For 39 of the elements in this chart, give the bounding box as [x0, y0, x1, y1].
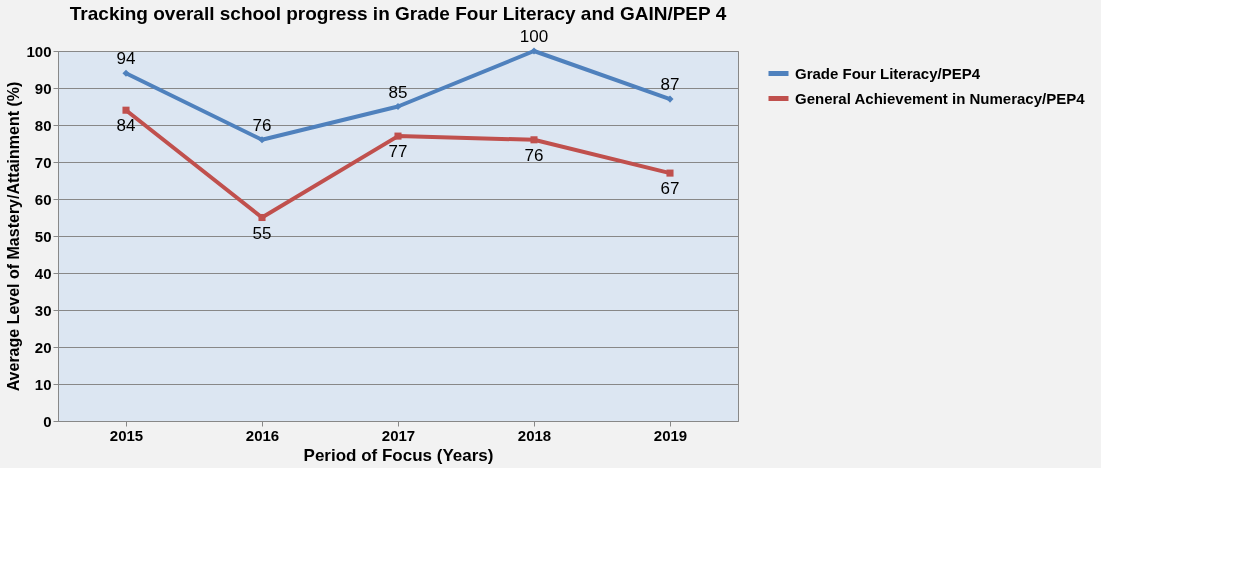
point — [530, 47, 538, 55]
data-label: 76 — [524, 145, 544, 165]
data-label: 100 — [519, 27, 549, 46]
y-tick-label: 30 — [34, 301, 52, 319]
y-tick-label: 60 — [34, 190, 52, 208]
legend-label: Grade Four Literacy/PEP4 — [795, 64, 981, 82]
y-tick-label: 50 — [34, 227, 52, 245]
data-label: 77 — [388, 142, 408, 162]
data-label: 67 — [660, 179, 680, 199]
y-tick-label: 0 — [43, 412, 52, 430]
x-tick-label: 2015 — [109, 426, 144, 444]
point — [394, 132, 402, 140]
chart-title: Tracking overall school progress in Grade Four Literacy and GAIN/PEP 4 — [69, 3, 727, 24]
data-label: 84 — [116, 116, 136, 136]
x-tick-label: 2017 — [381, 426, 416, 444]
x-tick-label: 2019 — [653, 426, 688, 444]
y-tick-label: 100 — [26, 42, 52, 60]
data-label: 55 — [252, 223, 272, 243]
data-label: 85 — [388, 82, 408, 102]
y-tick-label: 90 — [34, 79, 52, 97]
point — [258, 213, 266, 222]
x-axis-title: Period of Focus (Years) — [303, 445, 494, 465]
y-tick-label: 10 — [34, 375, 52, 393]
y-tick-label: 20 — [34, 338, 52, 356]
data-label: 94 — [116, 49, 136, 69]
y-axis-title: Average Level of Mastery/Attainment (%) — [5, 81, 23, 392]
y-tick-label: 80 — [34, 116, 52, 134]
data-label: 87 — [660, 75, 680, 95]
x-tick-label: 2018 — [517, 426, 552, 444]
point — [122, 106, 130, 114]
point — [530, 136, 538, 144]
legend-label: General Achievement in Numeracy/PEP4 — [795, 89, 1086, 107]
data-label: 76 — [252, 115, 272, 135]
y-tick-label: 40 — [34, 264, 52, 282]
y-tick-label: 70 — [34, 153, 52, 171]
point — [122, 69, 130, 77]
point — [666, 95, 674, 103]
x-tick-label: 2016 — [245, 426, 280, 444]
point — [666, 169, 674, 177]
